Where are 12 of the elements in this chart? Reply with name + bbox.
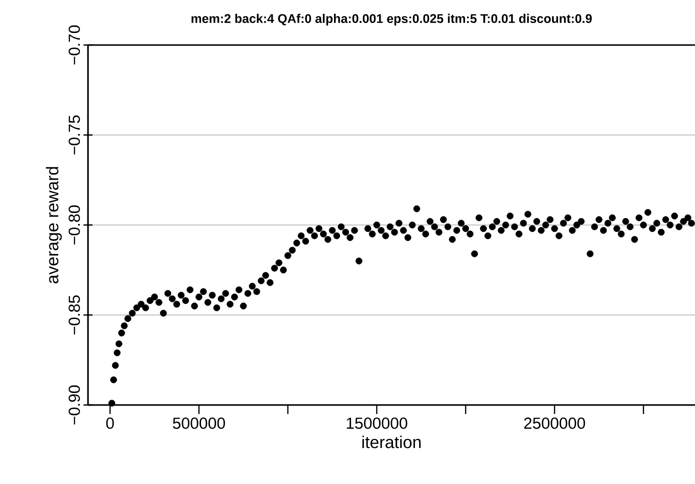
x-axis-title: iteration bbox=[362, 436, 421, 448]
y-tick-label: −0.80 bbox=[68, 205, 80, 244]
x-tick-label: 0 bbox=[106, 418, 114, 429]
y-tick-label: −0.85 bbox=[68, 295, 80, 334]
chart-title: mem:2 back:4 QAf:0 alpha:0.001 eps:0.025 itm:5 T:0.01 discount:0.9 bbox=[192, 14, 592, 26]
x-tick-label: 1500000 bbox=[346, 418, 408, 429]
x-tick-label: 500000 bbox=[172, 418, 225, 429]
y-tick-label: −0.75 bbox=[68, 115, 80, 154]
y-axis-title: average reward bbox=[46, 167, 62, 284]
x-tick-label: 2500000 bbox=[524, 418, 586, 429]
y-tick-label: −0.70 bbox=[68, 25, 80, 64]
y-tick-label: −0.90 bbox=[68, 385, 80, 424]
